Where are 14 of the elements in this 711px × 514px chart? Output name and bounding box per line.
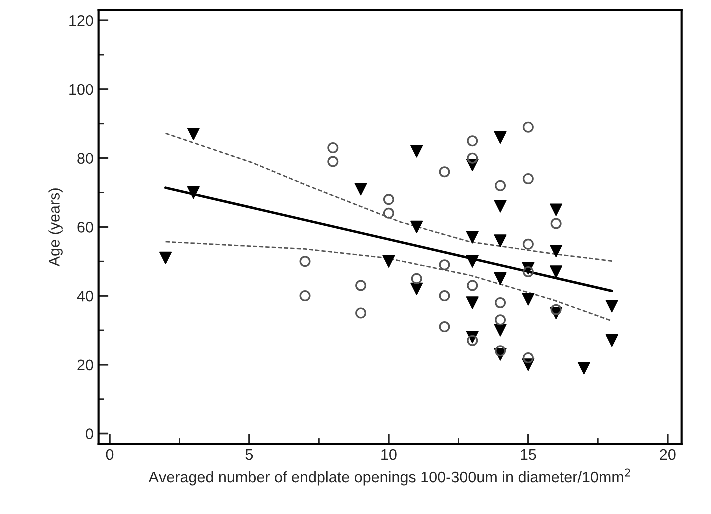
x-tick-label: 15 xyxy=(521,450,536,460)
y-tick-label: 60 xyxy=(78,222,94,233)
y-tick-label: 0 xyxy=(86,428,94,440)
y-tick-label: 80 xyxy=(78,153,94,164)
y-tick-label: 20 xyxy=(78,360,94,371)
x-tick-label: 20 xyxy=(660,449,676,460)
y-tick-label: 120 xyxy=(70,15,94,26)
x-axis-title: Averaged number of endplate openings 100-300um in diameter/10mm$^{2}$ xyxy=(148,468,630,486)
x-tick-label: 0 xyxy=(106,449,114,460)
x-tick-label: 5 xyxy=(246,450,254,460)
y-tick-label: 40 xyxy=(77,290,94,302)
y-axis-title: Age (years) xyxy=(48,188,63,267)
x-tick-label: 10 xyxy=(382,449,397,460)
y-tick-label: 100 xyxy=(70,84,94,96)
